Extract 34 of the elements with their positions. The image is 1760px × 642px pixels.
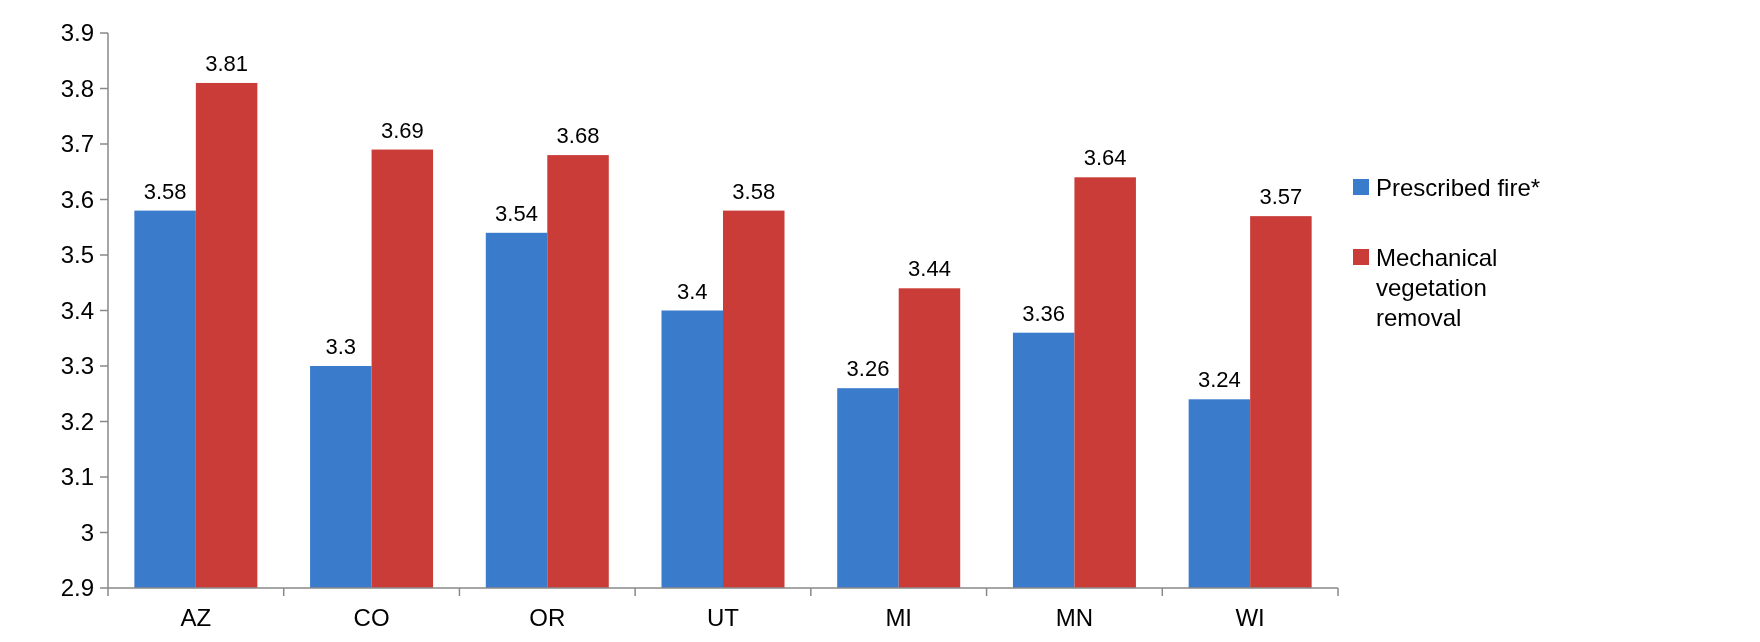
y-tick-label: 3.7	[60, 130, 94, 158]
data-label: 3.44	[908, 256, 951, 282]
y-tick-label: 3.2	[60, 407, 94, 435]
x-tick-label: WI	[1235, 604, 1265, 631]
data-label: 3.81	[205, 50, 249, 76]
data-label: 3.57	[1259, 184, 1303, 210]
data-label: 3.58	[732, 178, 776, 204]
data-label: 3.68	[556, 123, 600, 149]
legend-label: Prescribed fire*	[1376, 174, 1541, 202]
data-label: 3.36	[1022, 300, 1066, 326]
y-tick-label: 3.6	[60, 185, 94, 213]
data-label: 3.64	[1083, 145, 1127, 171]
x-tick-label: MI	[885, 604, 913, 631]
x-tick-label: UT	[707, 604, 740, 631]
data-label: 3.4	[676, 278, 708, 304]
x-tick-label: OR	[529, 604, 566, 631]
legend-label: Mechanical vegetation removal	[1376, 244, 1498, 332]
y-tick-label: 3.1	[60, 463, 94, 491]
y-tick-label: 3.5	[60, 241, 94, 269]
data-label: 3.58	[143, 178, 187, 204]
y-tick-label: 3	[80, 518, 94, 546]
y-tick-label: 3.3	[60, 352, 94, 380]
x-tick-label: AZ	[180, 604, 212, 631]
y-tick-label: 3.8	[60, 74, 94, 102]
y-tick-label: 2.9	[60, 574, 94, 602]
data-label: 3.69	[380, 117, 424, 143]
data-label: 3.54	[495, 200, 538, 226]
data-label: 3.3	[325, 334, 357, 359]
y-tick-label: 3.9	[60, 19, 94, 47]
data-label: 3.26	[846, 356, 890, 382]
data-label: 3.24	[1197, 367, 1241, 393]
x-tick-label: MN	[1055, 604, 1094, 631]
x-tick-label: CO	[353, 604, 390, 631]
y-tick-label: 3.4	[60, 296, 94, 324]
